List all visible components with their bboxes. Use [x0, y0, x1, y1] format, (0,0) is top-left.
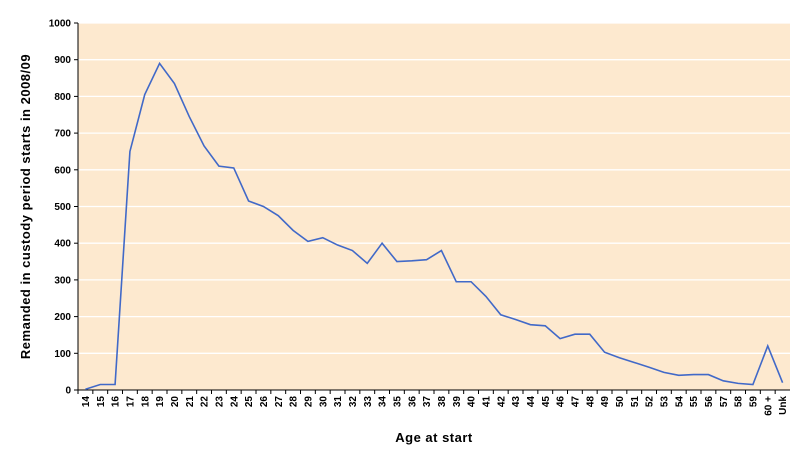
x-tick-label: 27 [274, 396, 285, 408]
x-tick-label: 55 [689, 396, 700, 408]
x-tick-label: 38 [437, 396, 448, 408]
x-tick-label: 39 [452, 396, 463, 408]
y-tick-label: 800 [54, 92, 71, 103]
y-tick-label: 100 [54, 349, 71, 360]
x-tick-label: 19 [155, 396, 166, 408]
x-tick-label: 26 [259, 396, 270, 408]
x-tick-label: 45 [541, 396, 552, 408]
x-tick-label: 18 [140, 396, 151, 408]
x-tick-label: 17 [125, 396, 136, 408]
x-tick-label: 15 [96, 396, 107, 408]
x-tick-label: 56 [704, 396, 715, 408]
x-tick-label: 24 [229, 396, 240, 408]
y-tick-label: 900 [54, 55, 71, 66]
y-tick-label: 300 [54, 275, 71, 286]
x-tick-label: 14 [81, 396, 92, 408]
x-tick-label: 54 [674, 396, 685, 408]
series-line [85, 61, 784, 391]
x-tick-label: 44 [526, 396, 537, 408]
x-tick-label: 21 [185, 396, 196, 408]
x-tick-label: 48 [585, 396, 596, 408]
x-tick-label: 58 [734, 396, 745, 408]
x-tick-label: 52 [645, 396, 656, 408]
y-tick-label: 200 [54, 312, 71, 323]
y-tick-label: 1000 [49, 19, 72, 30]
x-tick-label: 34 [378, 396, 389, 408]
x-tick-label: 57 [719, 396, 730, 408]
x-tick-label: 25 [244, 396, 255, 408]
gridlines [78, 22, 790, 354]
y-tick-label: 600 [54, 165, 71, 176]
x-tick-label: 59 [748, 396, 759, 408]
x-tick-label: 47 [570, 396, 581, 408]
x-tick-label: Unk [778, 396, 789, 415]
x-tick-label: 60 + [763, 396, 774, 416]
x-tick-label: 20 [170, 396, 181, 408]
y-tick-labels: 0 100 200 300 400 500 600 700 800 900 1000 [49, 19, 78, 397]
x-tick-label: 23 [214, 396, 225, 408]
y-tick-label: 0 [65, 386, 71, 397]
x-tick-label: 51 [630, 396, 641, 408]
x-tick-label: 36 [407, 396, 418, 408]
x-tick-label: 43 [511, 396, 522, 408]
x-axis-title: Age at start [395, 430, 473, 445]
x-tick-label: 35 [392, 396, 403, 408]
y-axis-title: Remanded in custody period starts in 200… [18, 54, 33, 359]
x-tick-label: 33 [363, 396, 374, 408]
x-tick-label: 50 [615, 396, 626, 408]
y-tick-label: 500 [54, 202, 71, 213]
x-tick-label: 46 [556, 396, 567, 408]
x-tick-label: 42 [496, 396, 507, 408]
x-tick-label: 49 [600, 396, 611, 408]
y-tick-label: 400 [54, 239, 71, 250]
x-tick-label: 40 [467, 396, 478, 408]
x-tick-label: 28 [289, 396, 300, 408]
x-tick-label: 31 [333, 396, 344, 408]
x-tick-label: 53 [659, 396, 670, 408]
x-tick-label: 37 [422, 396, 433, 408]
y-tick-label: 700 [54, 129, 71, 140]
x-tick-label: 41 [481, 396, 492, 408]
x-tick-label: 32 [348, 396, 359, 408]
x-tick-label: 16 [111, 396, 122, 408]
x-tick-label: 22 [200, 396, 211, 408]
x-tick-label: 30 [318, 396, 329, 408]
x-tick-label: 29 [303, 396, 314, 408]
x-tick-labels: 14 15 16 17 18 19 20 21 22 23 24 25 26 27 28 29 30 31 32 33… [77, 390, 789, 416]
